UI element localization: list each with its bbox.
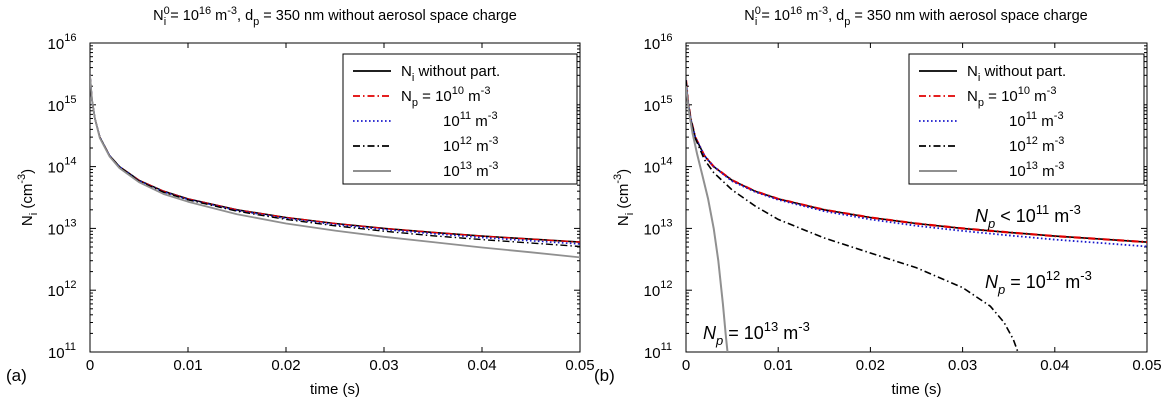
series-line-4 <box>90 75 580 259</box>
x-axis-label: time (s) <box>310 381 360 398</box>
y-axis-label: Ni (cm-3) <box>612 169 636 226</box>
annotation-1: Np = 1012 m-3 <box>985 268 1092 297</box>
series-line-3 <box>90 75 580 248</box>
x-tick-label: 0.03 <box>948 357 977 374</box>
x-tick-label: 0 <box>682 357 690 374</box>
chart-title: N0 i = 1016 m-3, dp = 350 nm with aerosol… <box>744 5 1087 28</box>
chart-panel-b: N0 i = 1016 m-3, dp = 350 nm with aerosol… <box>594 5 1162 398</box>
panel-label: (a) <box>6 366 27 385</box>
x-tick-label: 0.02 <box>271 357 300 374</box>
legend-label-2: 1011 m-3 <box>1009 110 1064 130</box>
legend-label-3: 1012 m-3 <box>443 135 498 155</box>
series-group <box>90 75 580 259</box>
y-tick-label: 1014 <box>48 156 77 177</box>
panel-label: (b) <box>594 366 615 385</box>
series-line-4 <box>686 86 729 352</box>
series-line-1 <box>90 75 580 243</box>
x-tick-label: 0.02 <box>856 357 885 374</box>
legend-label-0: Ni without part. <box>967 63 1066 84</box>
legend-label-4: 1013 m-3 <box>1009 160 1064 180</box>
plot-area-frame <box>89 42 581 353</box>
y-tick-label: 1011 <box>644 341 672 362</box>
x-tick-label: 0.03 <box>369 357 398 374</box>
y-tick-label: 1013 <box>644 217 673 238</box>
x-axis-label: time (s) <box>892 381 942 398</box>
legend-label-2: 1011 m-3 <box>443 110 498 130</box>
x-tick-label: 0.01 <box>173 357 202 374</box>
x-tick-label: 0 <box>86 357 94 374</box>
legend-label-0: Ni without part. <box>401 63 500 84</box>
y-tick-label: 1016 <box>48 32 77 53</box>
y-tick-label: 1015 <box>644 94 673 115</box>
x-tick-label: 0.05 <box>1132 357 1161 374</box>
y-tick-label: 1013 <box>48 217 77 238</box>
annotation-2: Np = 1013 m-3 <box>703 319 810 348</box>
y-tick-label: 1016 <box>644 32 673 53</box>
series-line-1 <box>686 80 1147 244</box>
x-tick-label: 0.04 <box>467 357 496 374</box>
plot-area-frame <box>685 42 1148 353</box>
legend-box <box>908 53 1145 185</box>
x-tick-label: 0.05 <box>565 357 594 374</box>
y-tick-label: 1012 <box>644 279 673 300</box>
chart-panel-a: N0 i = 1016 m-3, dp = 350 nm without aero… <box>6 5 595 398</box>
y-tick-label: 1015 <box>48 94 77 115</box>
x-tick-label: 0.01 <box>764 357 793 374</box>
series-line-3 <box>686 80 1019 352</box>
series-group <box>686 80 1147 352</box>
legend-box <box>342 53 578 185</box>
legend-label-3: 1012 m-3 <box>1009 135 1064 155</box>
x-tick-label: 0.04 <box>1040 357 1069 374</box>
y-axis-label: Ni (cm-3) <box>16 169 40 226</box>
legend-label-1: Np = 1010 m-3 <box>401 85 490 109</box>
annotation-0: Np < 1011 m-3 <box>975 202 1081 231</box>
legend-label-4: 1013 m-3 <box>443 160 498 180</box>
chart-title: N0 i = 1016 m-3, dp = 350 nm without aero… <box>153 5 517 28</box>
y-tick-label: 1014 <box>644 156 673 177</box>
legend-label-1: Np = 1010 m-3 <box>967 85 1056 109</box>
y-tick-label: 1011 <box>48 341 76 362</box>
y-tick-label: 1012 <box>48 279 77 300</box>
